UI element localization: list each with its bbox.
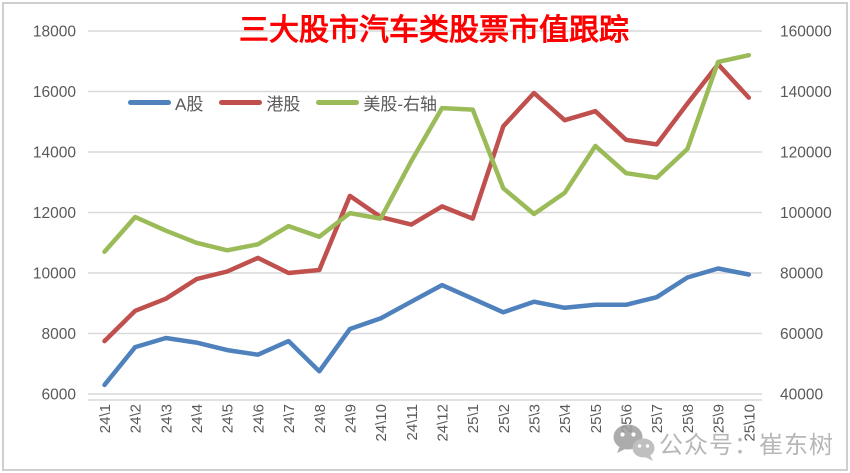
x-axis-tick-label: 24\8 (312, 404, 329, 433)
legend-item-us-shares: 美股-右轴 (316, 90, 437, 115)
y-axis-right-tick-label: 140000 (780, 84, 832, 101)
x-axis-tick-label: 24\4 (189, 404, 206, 433)
x-axis-tick-label: 24\2 (128, 404, 145, 433)
x-axis-tick-label: 25\8 (680, 404, 697, 433)
x-axis-tick-label: 24\5 (220, 404, 237, 433)
y-axis-left-tick-label: 6000 (42, 387, 77, 404)
x-axis-tick-label: 25\2 (496, 404, 513, 433)
x-axis-tick-label: 24\10 (373, 404, 390, 442)
x-axis-tick-label: 25\1 (465, 404, 482, 433)
y-axis-left-tick-label: 16000 (33, 84, 76, 101)
y-axis-right-tick-label: 120000 (780, 145, 832, 162)
legend-item-a-shares: A股 (128, 90, 203, 115)
y-axis-right-tick-label: 60000 (780, 326, 823, 343)
x-axis-tick-label: 25\5 (588, 404, 605, 433)
watermark-text: 公众号：崔东树 (659, 431, 834, 459)
legend-swatch-hk-shares (219, 100, 263, 105)
wechat-icon (613, 424, 655, 461)
x-axis-tick-label: 25\10 (741, 404, 758, 442)
x-axis-tick-label: 25\4 (557, 404, 574, 433)
x-axis-tick-label: 24\7 (281, 404, 298, 433)
y-axis-left-tick-label: 18000 (33, 24, 76, 41)
x-axis-tick-label: 24\12 (434, 404, 451, 442)
x-axis-tick-label: 25\9 (711, 404, 728, 433)
x-axis-tick-label: 24\3 (158, 404, 175, 433)
legend-label-a-shares: A股 (175, 95, 204, 114)
x-axis-tick-label: 24\11 (404, 404, 421, 440)
y-axis-right-tick-label: 80000 (780, 266, 823, 283)
chart-title: 三大股市汽车类股票市值跟踪 (239, 13, 629, 48)
y-axis-left-tick-label: 14000 (33, 145, 76, 162)
chart-legend: A股 港股 美股-右轴 (128, 90, 453, 115)
y-axis-right-tick-label: 40000 (780, 387, 823, 404)
x-axis-tick-label: 24\1 (97, 404, 114, 433)
y-axis-left-tick-label: 8000 (42, 326, 77, 343)
watermark: 公众号：崔东树 (612, 422, 834, 462)
legend-label-us-shares: 美股-右轴 (363, 95, 438, 114)
legend-label-hk-shares: 港股 (266, 95, 301, 114)
legend-swatch-a-shares (128, 100, 171, 105)
x-axis-tick-label: 24\9 (342, 404, 359, 433)
legend-swatch-us-shares (316, 100, 360, 105)
x-axis-tick-label: 25\7 (649, 404, 666, 433)
legend-item-hk-shares: 港股 (219, 90, 300, 115)
y-axis-right-tick-label: 100000 (780, 205, 832, 222)
series-line-0 (102, 266, 752, 388)
series-line-2 (102, 52, 752, 255)
series-line-1 (102, 62, 752, 344)
y-axis-left-tick-label: 12000 (33, 205, 76, 222)
x-axis-tick-label: 24\6 (250, 404, 267, 433)
y-axis-left-tick-label: 10000 (33, 266, 76, 283)
y-axis-right-tick-label: 160000 (780, 24, 832, 41)
x-axis-tick-label: 25\3 (527, 404, 544, 433)
